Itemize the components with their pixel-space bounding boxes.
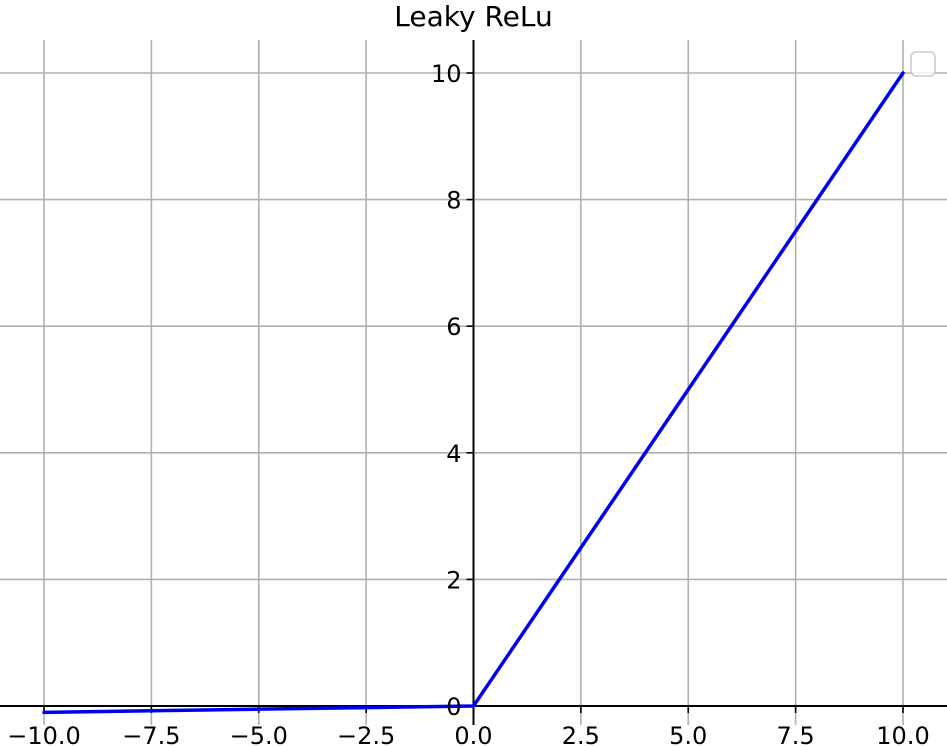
x-tick-label-6: 5.0 xyxy=(669,722,707,746)
x-tick-label-5: 2.5 xyxy=(562,722,600,746)
x-tick-label-3: −2.5 xyxy=(337,722,395,746)
x-tick-label-2: −5.0 xyxy=(230,722,288,746)
y-tick-label-4: 8 xyxy=(446,187,461,215)
x-tick-label-7: 7.5 xyxy=(777,722,815,746)
y-tick-label-5: 10 xyxy=(431,60,462,88)
x-tick-label-0: −10.0 xyxy=(7,722,81,746)
x-tick-label-1: −7.5 xyxy=(122,722,180,746)
y-tick-label-1: 2 xyxy=(446,566,461,594)
x-tick-label-4: 0.0 xyxy=(454,722,492,746)
series-line-0 xyxy=(42,71,905,715)
legend xyxy=(910,51,936,77)
series-layer xyxy=(42,71,905,715)
chart-title: Leaky ReLu xyxy=(394,0,553,33)
legend-box xyxy=(910,51,936,77)
y-tick-label-3: 6 xyxy=(446,313,461,341)
y-tick-label-0: 0 xyxy=(446,693,461,721)
x-tick-label-8: 10.0 xyxy=(876,722,929,746)
tick-labels: −10.0 −7.5 −5.0 −2.5 0.0 2.5 5.0 7.5 10.0 0 2 4 6 8 10 xyxy=(7,60,929,746)
axes xyxy=(0,40,947,725)
y-tick-label-2: 4 xyxy=(446,440,461,468)
